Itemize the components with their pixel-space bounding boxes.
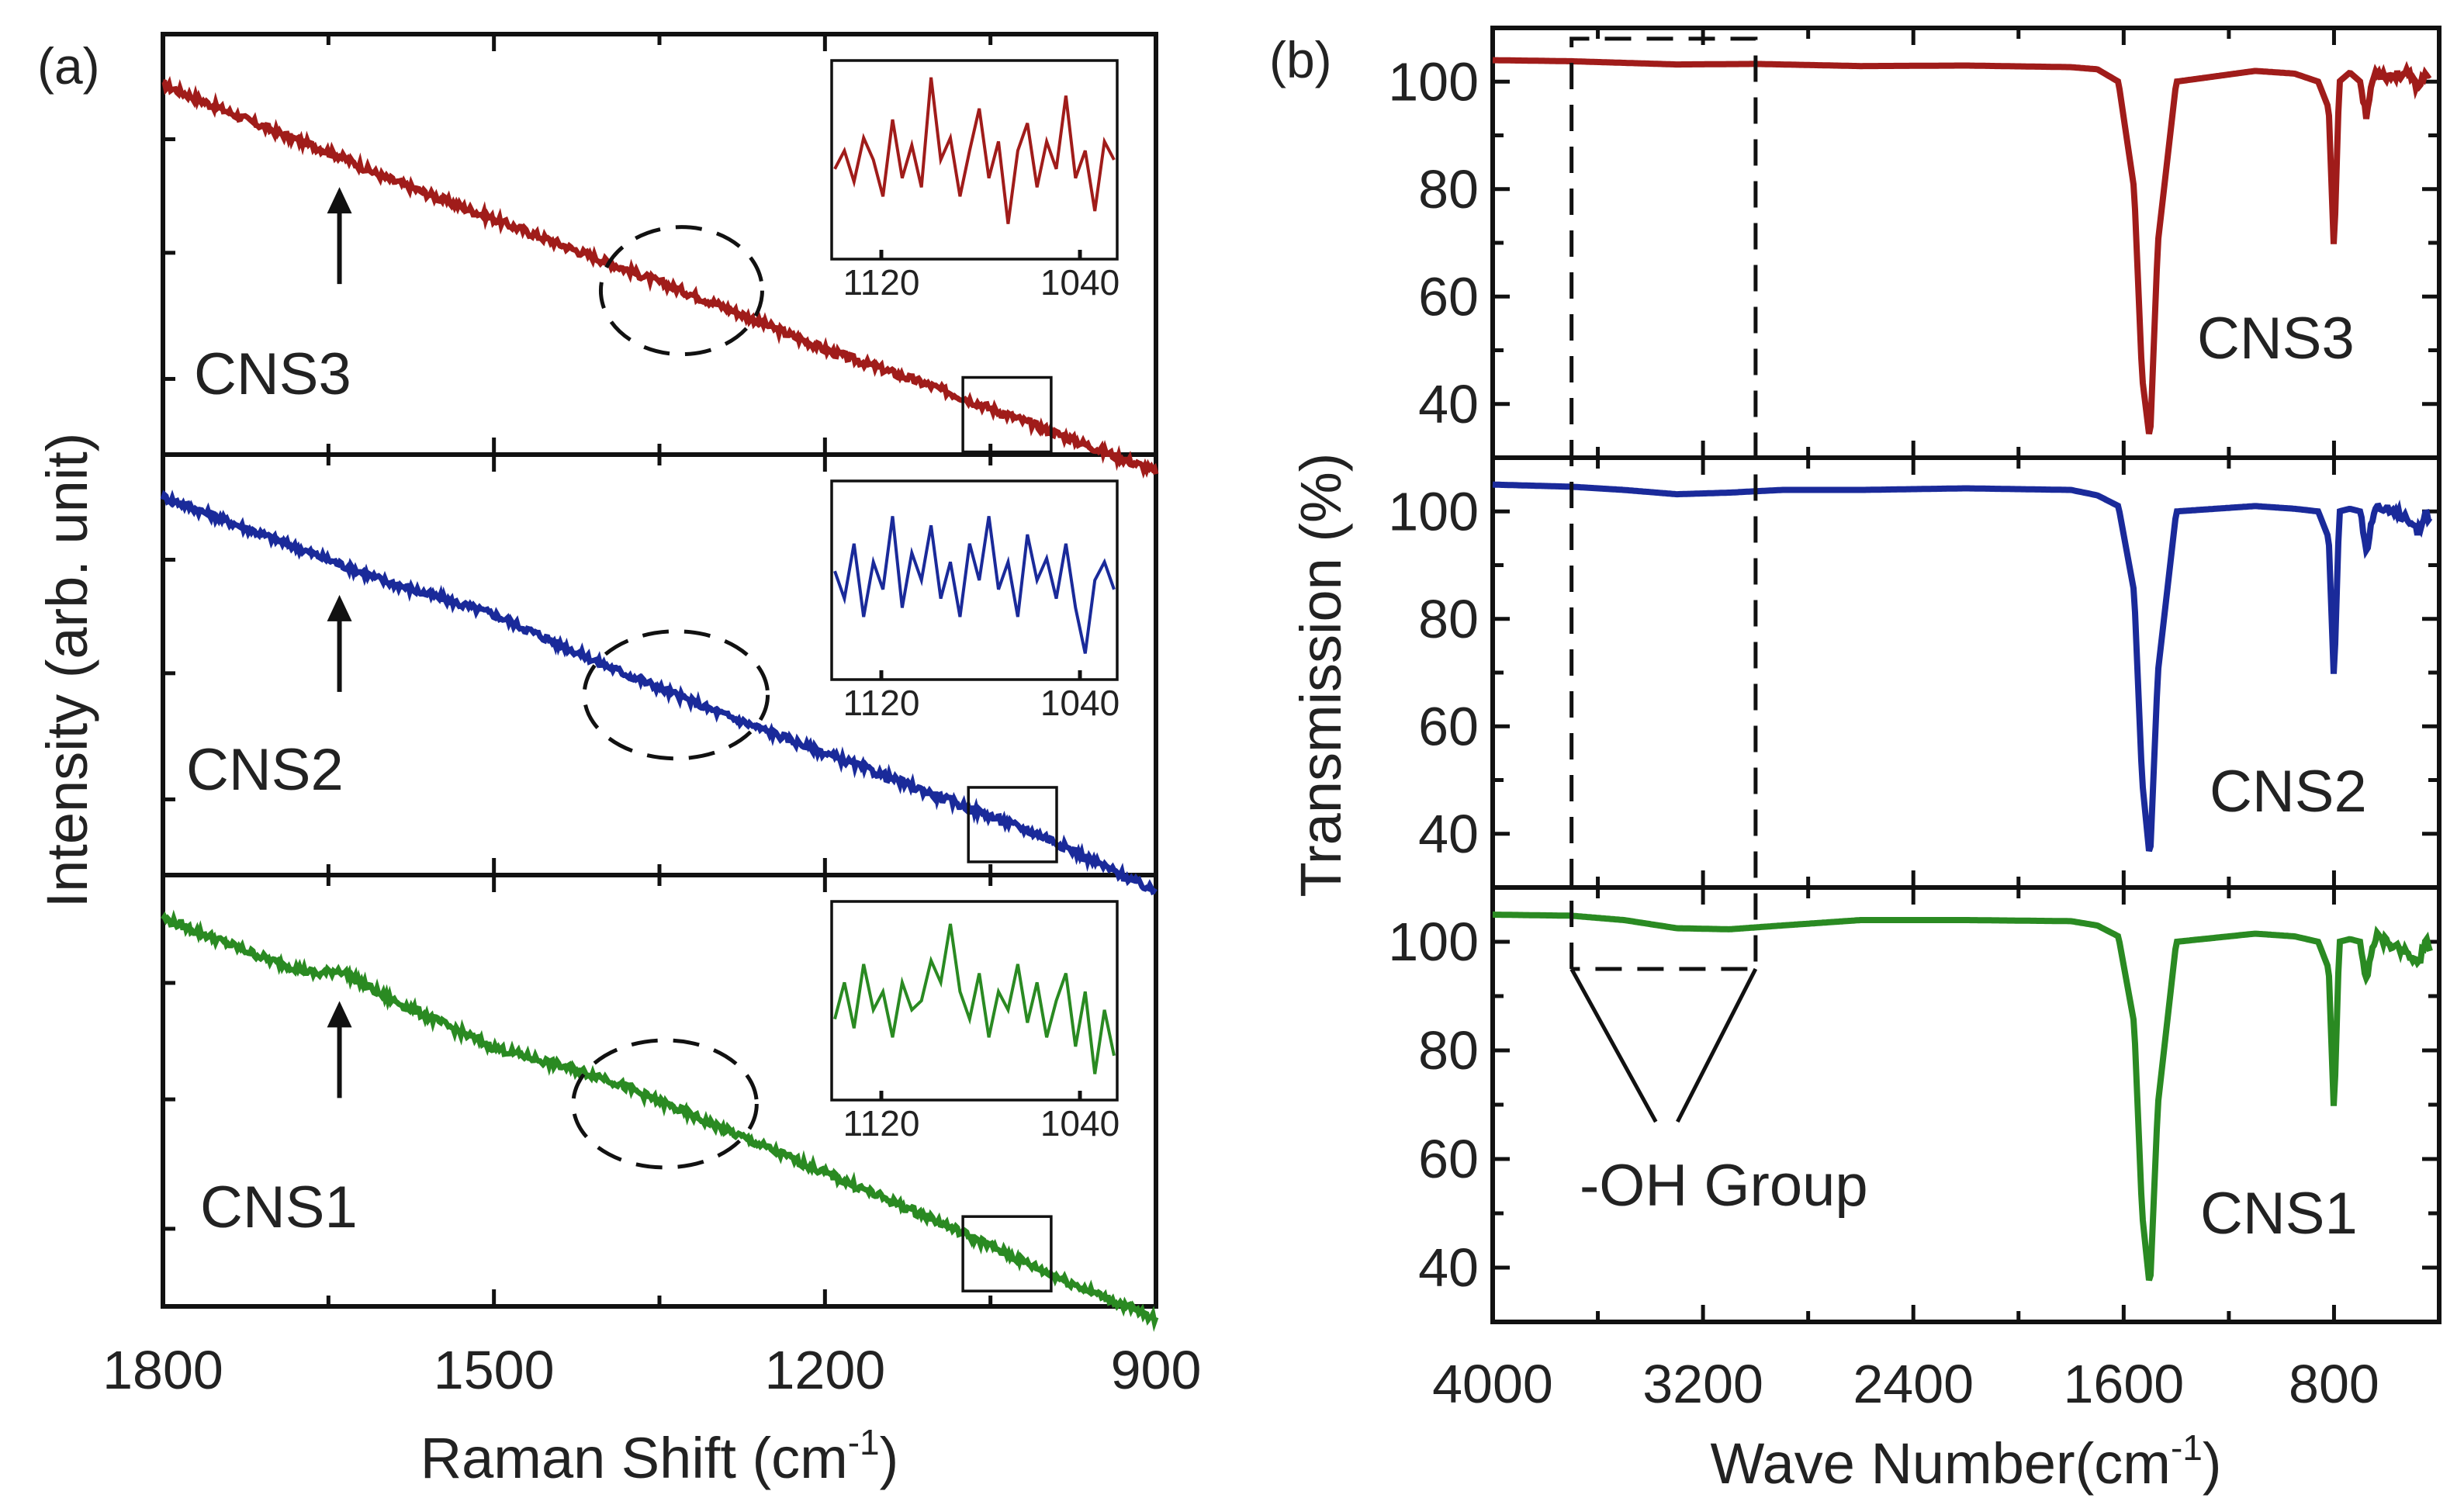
b-ytick-label: 40: [1418, 1237, 1479, 1298]
arrow-head: [327, 1001, 352, 1028]
panel-a-subplot-cns3: CNS3 1120 1040: [161, 59, 1159, 479]
arrow-head: [327, 187, 352, 214]
a-xtick-label: 900: [1111, 1340, 1202, 1400]
inset-tick-label: 1040: [1040, 683, 1120, 723]
panel-b-ftir: (b) 40 60 80 100 40 60 80 100 40 60 80 1…: [1269, 26, 2442, 1496]
dashed-ellipse-cns2: [582, 629, 770, 761]
a-xtick-label: 1500: [434, 1340, 555, 1400]
a-xtick-label: 1800: [102, 1340, 223, 1400]
panel-b-y-tick-labels: 40 60 80 100 40 60 80 100 40 60 80 100: [1388, 51, 1479, 1298]
panel-b-ticks: [1490, 28, 2442, 1322]
arrow-annotation-cns3: [327, 187, 352, 285]
b-ytick-label: 80: [1418, 1020, 1479, 1081]
zoom-box-cns3: [961, 375, 1053, 454]
inset-tick-label: 1040: [1040, 262, 1120, 303]
dashed-ellipse-cns1: [571, 1038, 759, 1170]
arrow-annotation-cns1: [327, 1001, 352, 1098]
panel-b-x-axis-title: Wave Number(cm-1): [1710, 1427, 2221, 1496]
dashed-ellipse-cns3: [598, 225, 764, 357]
b-ytick-label: 40: [1418, 374, 1479, 434]
series-label-cns2-ftir: CNS2: [2210, 759, 2367, 825]
panel-a-subplot-cns1: CNS1 1120 1040: [161, 900, 1159, 1333]
b-ytick-label: 80: [1418, 159, 1479, 220]
series-label-cns3-ftir: CNS3: [2197, 306, 2355, 372]
inset-line-cns2: [833, 516, 1116, 654]
a-xtick-label: 1200: [764, 1340, 885, 1400]
b-ytick-label: 80: [1418, 589, 1479, 649]
panel-a-tag: (a): [37, 37, 100, 95]
series-line-cns2-raman: [160, 490, 1158, 896]
inset-tick-label: 1120: [843, 683, 920, 723]
b-xtick-label: 2400: [1853, 1354, 1974, 1414]
panel-a-subplot-cns2: CNS2 1120 1040: [160, 479, 1158, 896]
b-xtick-label: 800: [2289, 1354, 2379, 1414]
inset-tick-label: 1120: [843, 262, 920, 303]
oh-leader-line-left: [1569, 967, 1658, 1123]
panel-a-raman: (a) 1800 1500 1200 900 Raman Shift (cm-1…: [35, 32, 1202, 1490]
series-line-cns3-ftir: [1492, 57, 2432, 435]
arrow-annotation-cns2: [327, 594, 352, 692]
panel-a-y-axis-title: Intensity (arb. unit): [35, 433, 99, 908]
inset-frame-cns2: [830, 479, 1119, 681]
panel-a-x-axis-title: Raman Shift (cm-1): [420, 1422, 899, 1490]
inset-tick-label: 1120: [843, 1103, 920, 1143]
oh-region-dashed-outline: [1569, 36, 1758, 971]
b-ytick-label: 100: [1388, 481, 1479, 541]
series-line-cns1-ftir: [1493, 912, 2433, 1282]
panel-b-frame: [1490, 26, 2442, 1324]
b-xtick-label: 4000: [1432, 1354, 1553, 1414]
series-label-cns1: CNS1: [200, 1175, 358, 1240]
b-xtick-label: 3200: [1642, 1354, 1763, 1414]
inset-tick-label: 1040: [1040, 1103, 1120, 1143]
series-line-cns2-ftir: [1492, 481, 2433, 853]
b-ytick-label: 100: [1388, 912, 1479, 972]
series-label-cns2: CNS2: [186, 737, 344, 803]
zoom-box-cns1: [961, 1215, 1053, 1292]
b-ytick-label: 100: [1388, 51, 1479, 112]
b-xtick-label: 1600: [2063, 1354, 2184, 1414]
panel-a-ticks: [161, 34, 1158, 1306]
inset-cns2: 1120 1040: [830, 479, 1120, 723]
panel-b-y-axis-title: Transmission (%): [1289, 453, 1353, 898]
series-label-cns3: CNS3: [194, 341, 351, 407]
b-ytick-label: 40: [1418, 804, 1479, 864]
panel-b-tag: (b): [1269, 31, 1332, 88]
arrow-head: [327, 594, 352, 621]
inset-frame-cns3: [830, 59, 1119, 261]
series-line-cns3-raman: [161, 75, 1159, 479]
oh-group-annotation: -OH Group: [1569, 36, 1868, 1219]
inset-line-cns1: [833, 923, 1116, 1074]
zoom-box-cns2: [967, 786, 1058, 863]
inset-cns3: 1120 1040: [830, 59, 1120, 303]
b-ytick-label: 60: [1418, 696, 1479, 756]
inset-line-cns3: [833, 77, 1116, 224]
series-label-cns1-ftir: CNS1: [2200, 1181, 2358, 1247]
oh-group-label: -OH Group: [1580, 1153, 1868, 1219]
b-ytick-label: 60: [1418, 266, 1479, 327]
b-ytick-label: 60: [1418, 1129, 1479, 1189]
series-line-cns1-raman: [161, 909, 1159, 1333]
oh-leader-line-right: [1676, 967, 1758, 1123]
inset-cns1: 1120 1040: [830, 900, 1120, 1143]
